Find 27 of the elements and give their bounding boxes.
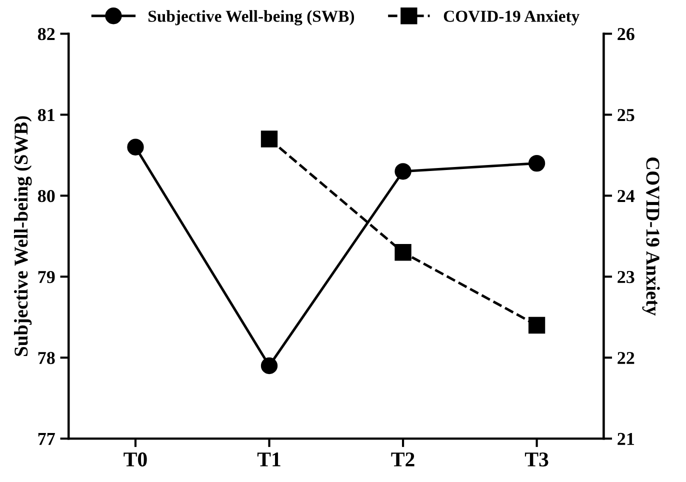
y2-tick-label: 22 [618,352,634,364]
x-tick-label: T1 [257,452,280,466]
x-tick-label: T3 [524,452,548,466]
point [528,316,546,334]
y-axis-title: Subjective Well-being (SWB) [14,116,32,356]
y-tick-label: 78 [38,352,55,364]
point [528,154,546,172]
legend-label: Subjective Well-being (SWB) [148,10,354,26]
point [260,357,278,374]
y2-tick-label: 23 [618,270,634,284]
y2-tick-label: 21 [618,432,634,445]
y-tick-label: 77 [38,433,55,445]
x-tick-label: T0 [124,452,147,466]
y-tick-label: 82 [38,28,55,40]
x-tick-label: T2 [391,452,414,466]
y-tick-label: 80 [38,190,55,202]
y-tick-label: 81 [38,108,54,122]
point [394,163,412,180]
point [260,130,278,148]
y2-axis-title: COVID-19 Anxiety [642,157,660,316]
y2-tick-label: 24 [618,190,635,202]
y-tick-label: 79 [38,270,55,284]
point [127,138,144,156]
y2-tick-label: 25 [618,109,634,122]
y2-tick-label: 26 [618,28,634,40]
legend-label: COVID-19 Anxiety [444,10,580,26]
point [394,244,412,261]
